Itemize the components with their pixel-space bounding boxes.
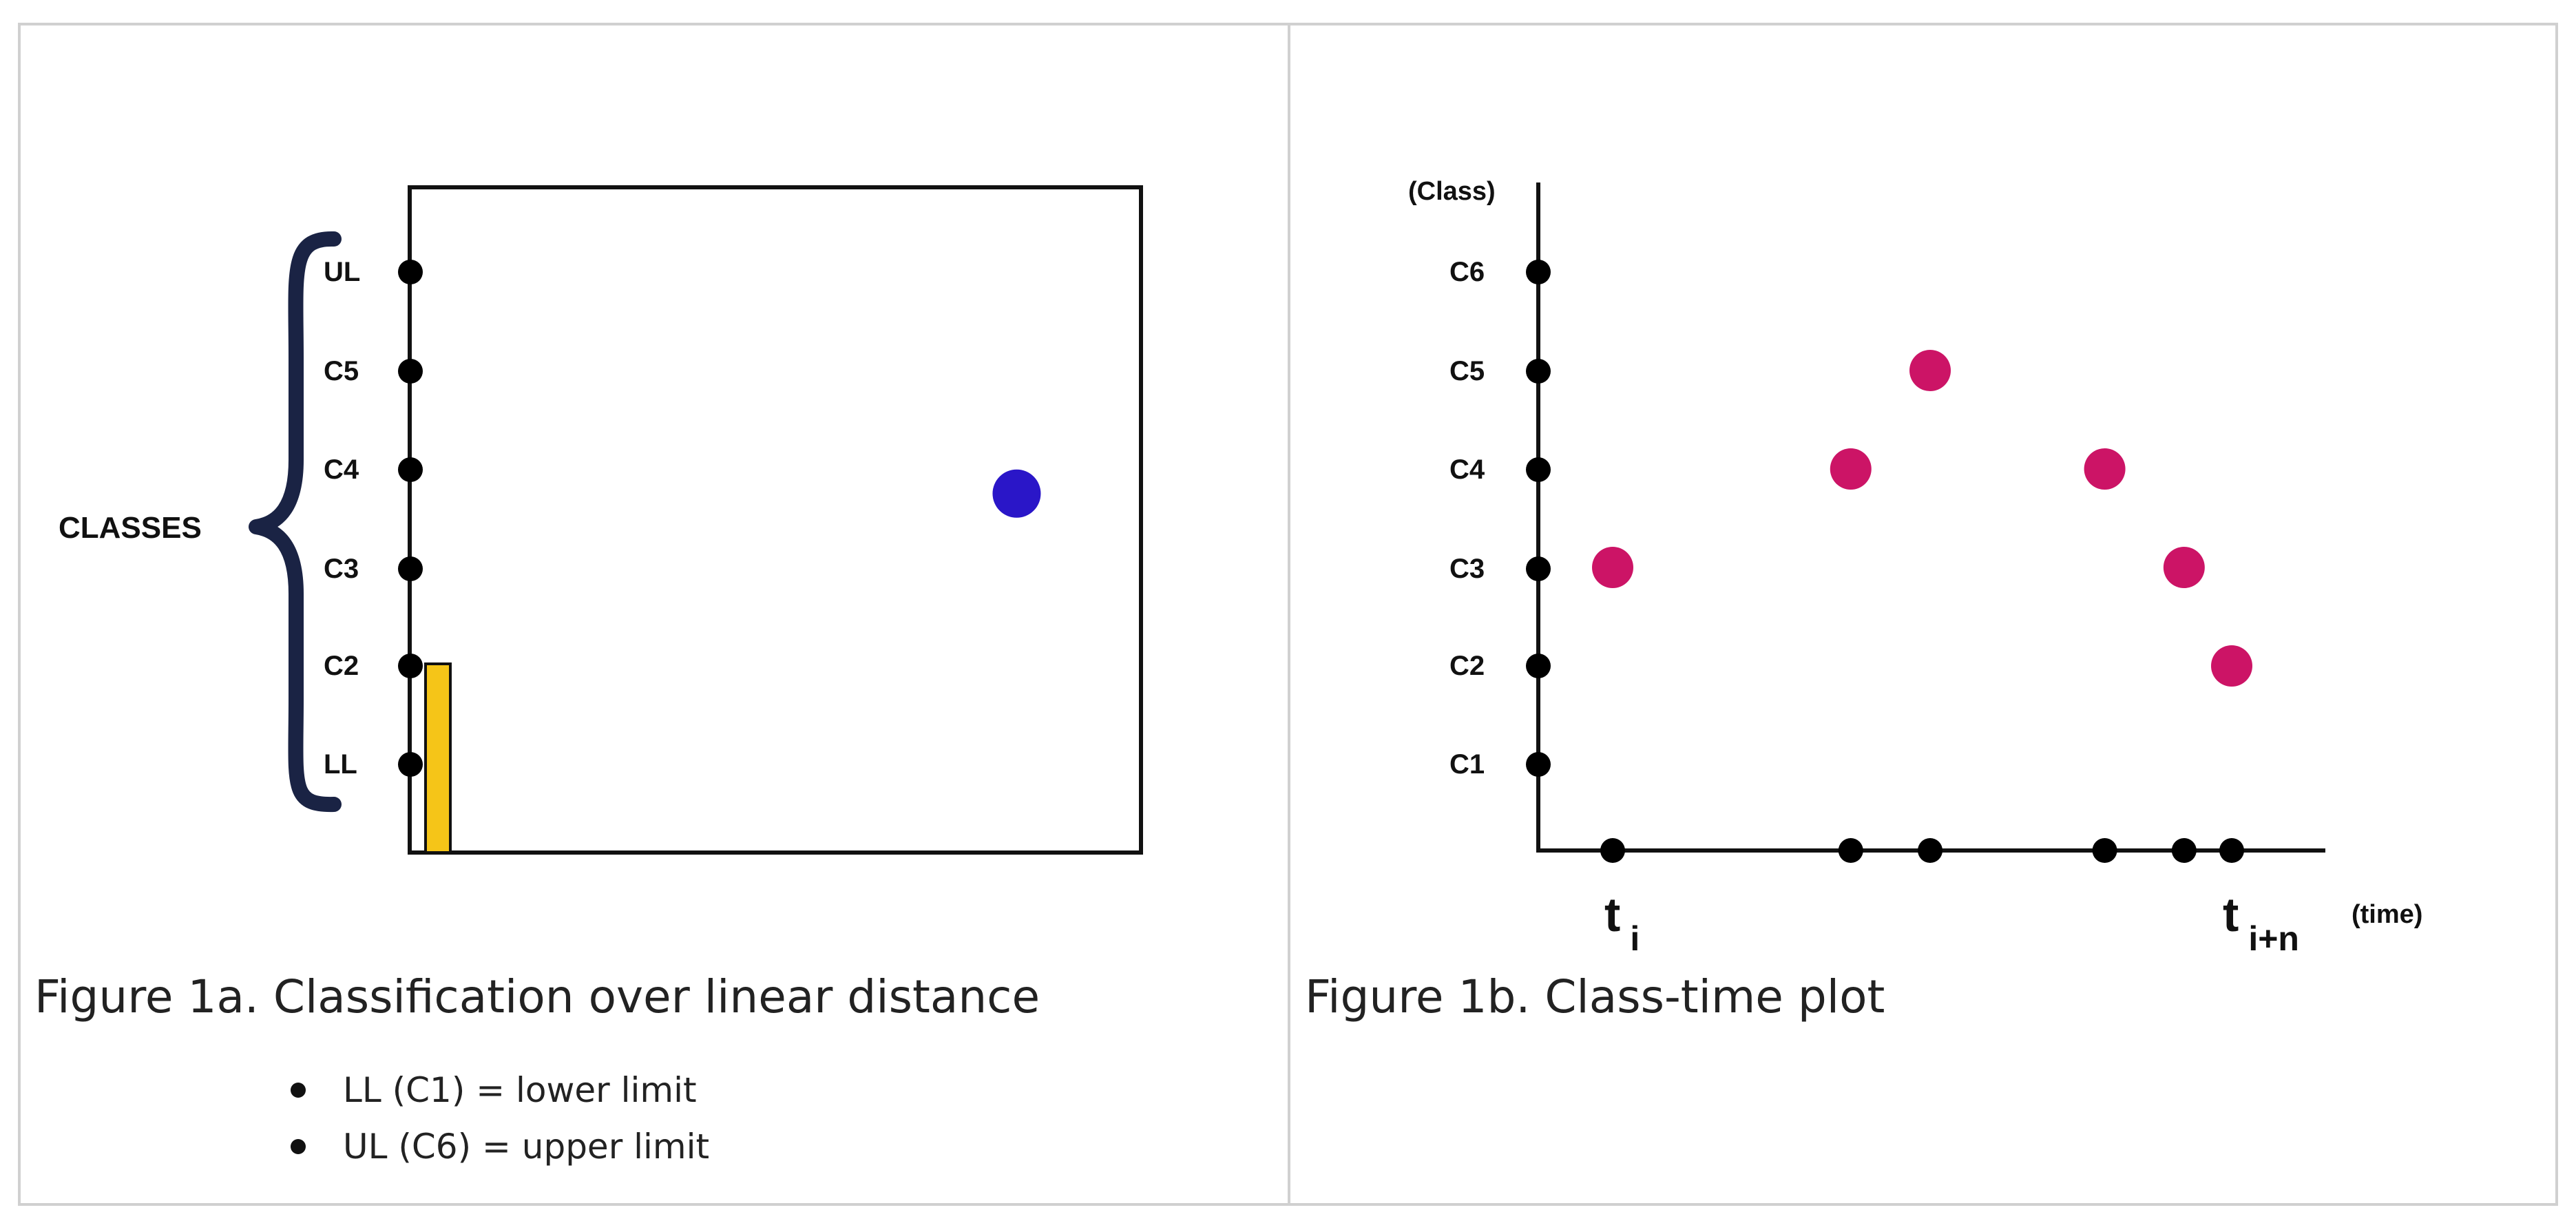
fig1b-x-start-base: t <box>1604 888 1620 941</box>
fig1a-note-1: LL (C1) = lower limit <box>343 1070 697 1110</box>
fig1a-yellow-bar <box>424 662 452 854</box>
fig1b-time-tick-5 <box>2171 838 2197 863</box>
fig1b-class-label-C6: C6 <box>1449 257 1485 287</box>
fig1b-time-tick-4 <box>2092 838 2117 863</box>
fig1a-level-dot-C4 <box>398 457 423 482</box>
fig1b-class-dot-C5 <box>1526 359 1551 384</box>
fig1a-level-label-C5: C5 <box>324 356 359 386</box>
fig1b-data-point-2 <box>1830 448 1872 490</box>
fig1b-class-dot-C1 <box>1526 752 1551 777</box>
fig1b-x-end-base: t <box>2223 888 2239 941</box>
fig1b-time-tick-6 <box>2219 838 2244 863</box>
fig1b-points-layer <box>1592 350 2252 863</box>
fig1b-class-label-C5: C5 <box>1449 356 1485 386</box>
fig1b-x-end-sub: i+n <box>2248 919 2299 958</box>
fig1b-x-end-label: t i+n <box>2223 888 2299 958</box>
fig1b-data-point-6 <box>2211 645 2252 687</box>
fig1b-data-point-1 <box>1592 547 1633 588</box>
fig1a-note-bullet-2 <box>291 1139 306 1154</box>
classes-brace <box>249 231 342 813</box>
fig1b-class-label-C4: C4 <box>1449 455 1485 485</box>
fig1b-class-dot-C3 <box>1526 556 1551 581</box>
fig1b-class-dot-C6 <box>1526 260 1551 284</box>
fig1b-x-start-sub: i <box>1630 919 1640 958</box>
fig1a-note-2: UL (C6) = upper limit <box>343 1127 709 1167</box>
fig1a-level-dot-C3 <box>398 556 423 581</box>
fig1b-time-tick-2 <box>1838 838 1863 863</box>
fig1a-level-label-UL: UL <box>324 257 360 287</box>
fig1a-level-label-C2: C2 <box>324 651 359 681</box>
fig1b-class-label-C2: C2 <box>1449 651 1485 681</box>
classes-label: CLASSES <box>59 511 202 545</box>
fig1a-level-label-C4: C4 <box>324 455 359 485</box>
fig1b-x-title: (time) <box>2352 900 2422 929</box>
fig1b-data-point-4 <box>2084 448 2126 490</box>
fig1a-note-bullet-1 <box>291 1083 306 1098</box>
fig1b-time-tick-3 <box>1918 838 1943 863</box>
fig1a-plot-box <box>408 185 1143 855</box>
fig1b-class-dot-C2 <box>1526 654 1551 678</box>
fig1a-blue-point <box>992 469 1041 518</box>
fig1b-caption: Figure 1b. Class-time plot <box>1305 970 1885 1023</box>
fig1b-class-label-C3: C3 <box>1449 554 1485 584</box>
fig1a-level-dot-UL <box>398 260 423 284</box>
figure-1a: CLASSES LL C2 C3 C4 C5 UL Figure 1a. Cla… <box>34 185 1143 1167</box>
fig1b-time-tick-1 <box>1600 838 1625 863</box>
fig1b-y-title: (Class) <box>1408 177 1496 206</box>
fig1b-class-label-C1: C1 <box>1449 749 1485 780</box>
fig1a-caption: Figure 1a. Classification over linear di… <box>34 970 1040 1023</box>
fig1b-data-point-5 <box>2163 547 2205 588</box>
fig1b-data-point-3 <box>1909 350 1951 391</box>
fig1b-class-dot-C4 <box>1526 457 1551 482</box>
fig1a-level-dot-C5 <box>398 359 423 384</box>
fig1a-level-dot-C2 <box>398 654 423 678</box>
fig1a-level-label-C3: C3 <box>324 554 359 584</box>
fig1a-level-label-LL: LL <box>324 749 357 780</box>
fig1a-level-dot-LL <box>398 752 423 777</box>
